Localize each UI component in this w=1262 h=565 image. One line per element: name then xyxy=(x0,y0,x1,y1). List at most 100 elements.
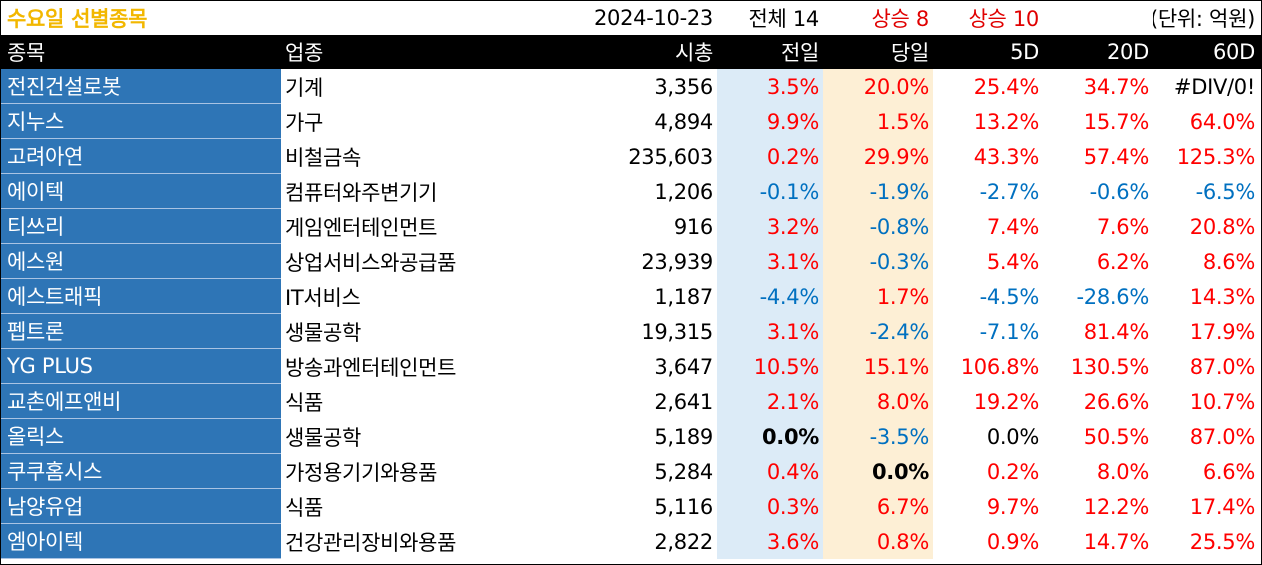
stock-name: 전진건설로봇 xyxy=(1,69,281,104)
table-row: 엠아이텍 건강관리장비와용품 2,822 3.6% 0.8% 0.9% 14.7% 25.5% xyxy=(1,524,1261,559)
change-5d: 19.2% xyxy=(973,389,1040,414)
header-20d: 20D xyxy=(1107,40,1149,64)
sector: 상업서비스와공급품 xyxy=(285,250,457,275)
today-change: 1.5% xyxy=(823,104,933,139)
change-60d: #DIV/0! xyxy=(1173,74,1255,99)
market-cap: 19,315 xyxy=(641,319,713,344)
prev-change: 0.4% xyxy=(717,454,823,489)
header-prev: 전일 xyxy=(780,41,819,65)
sector: 비철금속 xyxy=(285,145,362,170)
today-change: -0.8% xyxy=(823,209,933,244)
stock-name: YG PLUS xyxy=(1,349,281,384)
change-20d: 34.7% xyxy=(1083,74,1150,99)
rise-count-today: 상승 8 xyxy=(871,7,930,31)
sector: 기계 xyxy=(285,75,324,100)
change-5d: 25.4% xyxy=(973,74,1040,99)
change-20d: 7.6% xyxy=(1096,214,1149,239)
today-change: 15.1% xyxy=(823,349,933,384)
title-spacer xyxy=(281,1,491,35)
stock-name: 남양유업 xyxy=(1,489,281,524)
prev-change: 0.2% xyxy=(717,139,823,174)
table-row: 고려아연 비철금속 235,603 0.2% 29.9% 43.3% 57.4% 125.3% xyxy=(1,139,1261,174)
market-cap: 2,641 xyxy=(654,389,713,414)
change-20d: 130.5% xyxy=(1070,354,1150,379)
today-change: -2.4% xyxy=(823,314,933,349)
today-change: 1.7% xyxy=(823,279,933,314)
today-change: 29.9% xyxy=(823,139,933,174)
market-cap: 1,206 xyxy=(654,179,713,204)
change-5d: 43.3% xyxy=(973,144,1040,169)
change-20d: -0.6% xyxy=(1089,179,1150,204)
header-5d: 5D xyxy=(1010,40,1039,64)
change-20d: 57.4% xyxy=(1083,144,1150,169)
table-row: 전진건설로봇 기계 3,356 3.5% 20.0% 25.4% 34.7% #DIV/0! xyxy=(1,69,1261,104)
change-60d: 20.8% xyxy=(1189,214,1256,239)
sector: 컴퓨터와주변기기 xyxy=(285,180,438,205)
title-spacer-2 xyxy=(1043,1,1153,35)
today-change: 0.8% xyxy=(823,524,933,559)
change-5d: 0.9% xyxy=(986,529,1039,554)
change-5d: -7.1% xyxy=(979,319,1040,344)
change-20d: -28.6% xyxy=(1076,284,1150,309)
sector: 방송과엔터테인먼트 xyxy=(285,355,457,380)
sector: 식품 xyxy=(285,495,324,520)
stock-name: 지누스 xyxy=(1,104,281,139)
sector: IT서비스 xyxy=(285,285,361,310)
title-row: 수요일 선별종목 2024-10-23 전체 14 상승 8 상승 10 (단위… xyxy=(1,1,1261,35)
today-change: 8.0% xyxy=(823,384,933,419)
change-60d: -6.5% xyxy=(1195,179,1256,204)
table-row: 에이텍 컴퓨터와주변기기 1,206 -0.1% -1.9% -2.7% -0.6% -6.5… xyxy=(1,174,1261,209)
today-change: -0.3% xyxy=(823,244,933,279)
header-cap: 시총 xyxy=(674,41,713,65)
prev-change: 2.1% xyxy=(717,384,823,419)
market-cap: 235,603 xyxy=(628,144,713,169)
sector: 가구 xyxy=(285,110,324,135)
prev-change: 3.6% xyxy=(717,524,823,559)
change-5d: -4.5% xyxy=(979,284,1040,309)
change-5d: 106.8% xyxy=(960,354,1040,379)
market-cap: 5,189 xyxy=(654,424,713,449)
header-sector: 업종 xyxy=(285,41,324,65)
change-20d: 12.2% xyxy=(1083,494,1150,519)
change-20d: 26.6% xyxy=(1083,389,1150,414)
prev-change: -0.1% xyxy=(717,174,823,209)
sector: 게임엔터테인먼트 xyxy=(285,215,438,240)
table-row: 쿠쿠홈시스 가정용기기와용품 5,284 0.4% 0.0% 0.2% 8.0% 6.6% xyxy=(1,454,1261,489)
table-body: 전진건설로봇 기계 3,356 3.5% 20.0% 25.4% 34.7% #DIV/0! 지… xyxy=(1,69,1261,559)
stock-name: 엠아이텍 xyxy=(1,524,281,559)
stock-name: 교촌에프앤비 xyxy=(1,384,281,419)
change-60d: 64.0% xyxy=(1189,109,1256,134)
today-change: 0.0% xyxy=(823,454,933,489)
prev-change: 3.2% xyxy=(717,209,823,244)
prev-change: 9.9% xyxy=(717,104,823,139)
header-60d: 60D xyxy=(1213,40,1255,64)
change-5d: 5.4% xyxy=(986,249,1039,274)
table-row: 올릭스 생물공학 5,189 0.0% -3.5% 0.0% 50.5% 87.0% xyxy=(1,419,1261,454)
stock-name: 고려아연 xyxy=(1,139,281,174)
change-20d: 81.4% xyxy=(1083,319,1150,344)
change-60d: 125.3% xyxy=(1176,144,1256,169)
today-change: 20.0% xyxy=(823,69,933,104)
today-change: -1.9% xyxy=(823,174,933,209)
change-20d: 14.7% xyxy=(1083,529,1150,554)
market-cap: 5,284 xyxy=(654,459,713,484)
sector: 건강관리장비와용품 xyxy=(285,530,457,555)
prev-change: 0.3% xyxy=(717,489,823,524)
prev-change: 3.1% xyxy=(717,314,823,349)
change-60d: 87.0% xyxy=(1189,424,1256,449)
rise-count-5d: 상승 10 xyxy=(968,7,1039,31)
stock-name: 펩트론 xyxy=(1,314,281,349)
market-cap: 916 xyxy=(673,214,713,239)
market-cap: 3,356 xyxy=(654,74,713,99)
table-row: 남양유업 식품 5,116 0.3% 6.7% 9.7% 12.2% 17.4% xyxy=(1,489,1261,524)
prev-change: -4.4% xyxy=(717,279,823,314)
market-cap: 23,939 xyxy=(641,249,713,274)
table-row: 에스원 상업서비스와공급품 23,939 3.1% -0.3% 5.4% 6.2% 8.6% xyxy=(1,244,1261,279)
stock-name: 티쓰리 xyxy=(1,209,281,244)
sector: 가정용기기와용품 xyxy=(285,460,438,485)
sheet-title: 수요일 선별종목 xyxy=(7,7,148,31)
stock-name: 올릭스 xyxy=(1,419,281,454)
market-cap: 4,894 xyxy=(654,109,713,134)
change-5d: 13.2% xyxy=(973,109,1040,134)
